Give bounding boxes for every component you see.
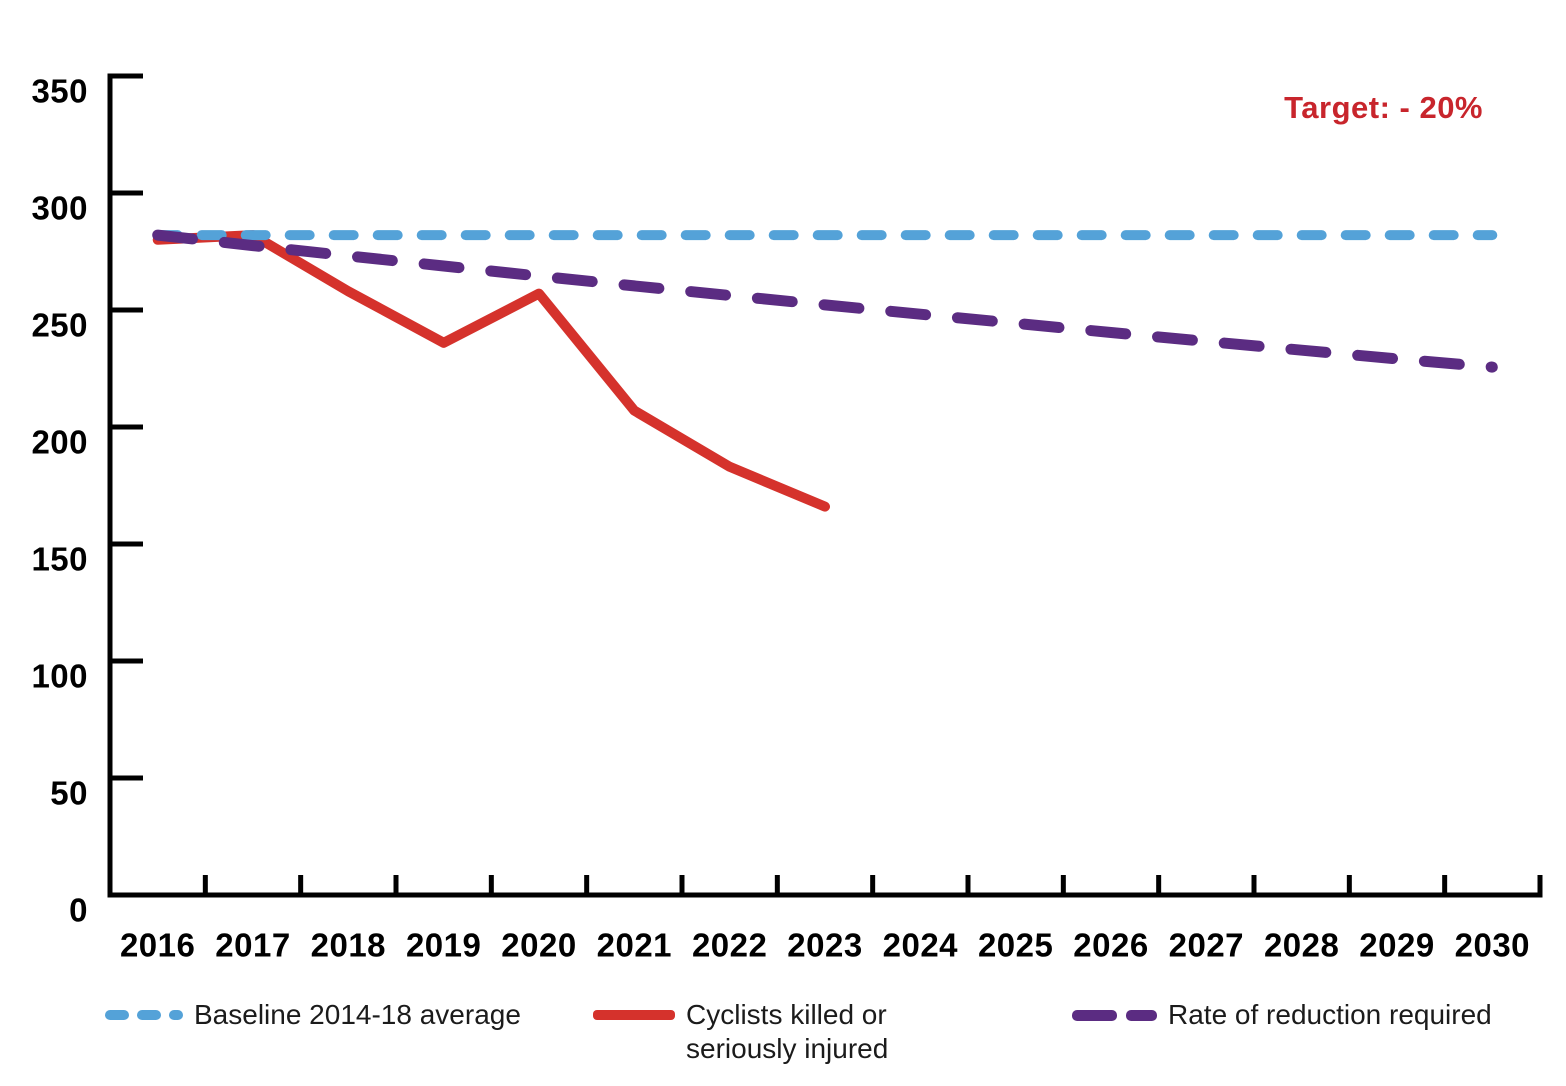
legend-item-actual: Cyclists killed or seriously injured [593,998,888,1066]
x-tick-label: 2024 [883,927,959,964]
y-tick-label: 50 [50,775,88,812]
legend-label-text: Baseline 2014-18 average [194,999,521,1030]
y-tick-label: 100 [31,658,88,695]
x-tick-label: 2027 [1169,927,1244,964]
target-annotation: Target: - 20% [1284,90,1483,125]
x-tick-label: 2026 [1073,927,1148,964]
legend-label-baseline: Baseline 2014-18 average [194,998,521,1032]
baseline-dashed-line-swatch [105,1010,183,1020]
y-tick-label: 350 [31,73,88,110]
y-tick-label: 300 [31,190,88,227]
x-tick-label: 2029 [1359,927,1434,964]
series-actual-line [152,230,830,512]
y-tick-label: 250 [31,307,88,344]
y-tick-label: 0 [69,892,88,929]
x-tick-label: 2030 [1455,927,1530,964]
x-tick-label: 2025 [978,927,1053,964]
actual-solid-line-swatch [593,1010,675,1020]
legend: Baseline 2014-18 average Cyclists killed… [0,998,1566,1086]
legend-label-text: seriously injured [686,1033,889,1064]
x-tick-label: 2019 [406,927,481,964]
legend-item-baseline: Baseline 2014-18 average [105,998,521,1032]
x-tick-label: 2017 [215,927,290,964]
x-tick-label: 2018 [311,927,386,964]
required-dashed-line-swatch [1072,1010,1157,1021]
x-tick-label: 2022 [692,927,767,964]
legend-label-required: Rate of reduction required [1168,998,1492,1032]
x-tick-label: 2023 [787,927,862,964]
legend-label-actual: Cyclists killed or seriously injured [686,998,888,1066]
x-tick-label: 2016 [120,927,195,964]
x-tick-label: 2028 [1264,927,1339,964]
x-tick-label: 2021 [597,927,672,964]
legend-label-text: Rate of reduction required [1168,999,1492,1030]
axes-lines [107,73,1543,898]
y-tick-label: 150 [31,541,88,578]
legend-item-required: Rate of reduction required [1072,998,1492,1032]
x-tick-label: 2020 [501,927,576,964]
legend-label-text: Cyclists killed or [686,999,887,1030]
line-chart-canvas: 0 50 100 150 200 250 300 350 2016 2017 2018 2019 202… [31,73,1543,964]
y-tick-label: 200 [31,424,88,461]
series-required-line [152,229,1498,373]
